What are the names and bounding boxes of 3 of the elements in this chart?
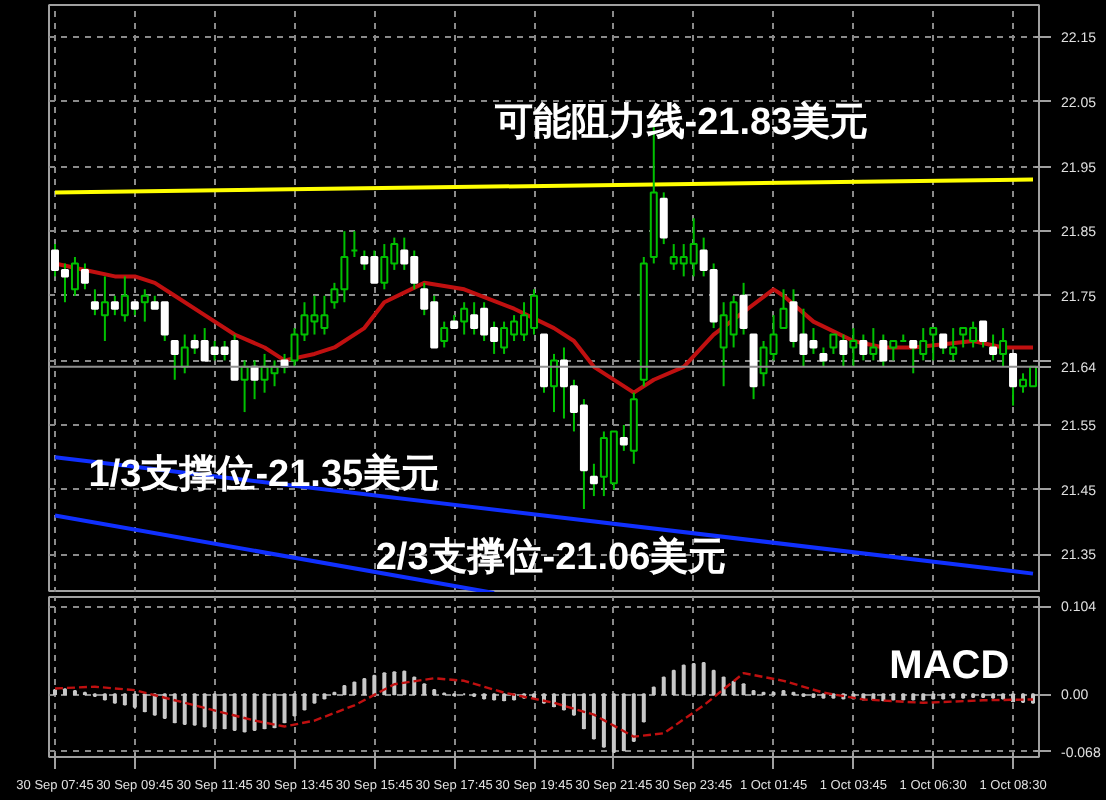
annotation: MACD: [889, 643, 1010, 688]
annotation: 2/3支撑位-21.06美元: [375, 534, 727, 579]
annotation: 可能阻力线-21.83美元: [492, 99, 869, 144]
